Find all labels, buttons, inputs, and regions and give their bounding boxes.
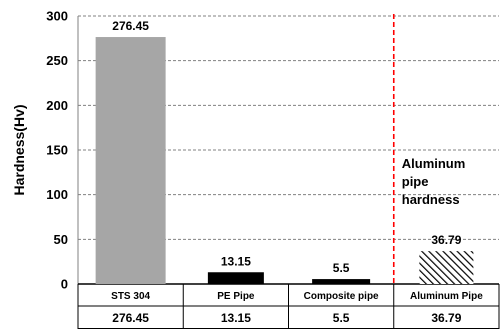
y-tick-label: 0	[61, 277, 68, 292]
bar-value-label: 13.15	[221, 254, 251, 268]
table-value: 36.79	[431, 311, 461, 325]
bar-value-label: 276.45	[112, 19, 149, 33]
annotation: Aluminum pipe hardness	[392, 14, 466, 284]
y-tick-label: 250	[46, 53, 68, 68]
y-tick-label: 100	[46, 187, 68, 202]
bar-value-label: 5.5	[333, 261, 350, 275]
bar-aluminum-pipe	[419, 251, 474, 284]
bar-pe-pipe	[207, 272, 264, 284]
category-label: Composite pipe	[304, 291, 379, 302]
y-tick-label: 50	[54, 232, 68, 247]
annotation-text-line: Aluminum	[402, 156, 466, 171]
category-label: PE Pipe	[217, 291, 255, 302]
data-table: STS 304 276.45 PE Pipe 13.15 Composite pipe 5…	[77, 284, 500, 329]
y-tick-label: 150	[46, 143, 68, 158]
annotation-text-line: pipe	[402, 174, 429, 189]
table-value: 13.15	[221, 311, 251, 325]
labels: 276.45 13.15 5.5 36.79	[112, 19, 461, 275]
y-axis-label: Hardness(Hv)	[11, 104, 27, 195]
table-value: 5.5	[333, 311, 350, 325]
bars	[95, 37, 474, 285]
category-label: Aluminum Pipe	[410, 291, 483, 302]
bar-sts-304	[95, 37, 166, 285]
axes: 0 50 100 150 200 250 300 Hardness(Hv)	[11, 9, 499, 292]
category-label: STS 304	[111, 291, 150, 302]
bar-composite-pipe	[312, 279, 371, 284]
annotation-text-line: hardness	[402, 192, 460, 207]
y-tick-label: 200	[46, 98, 68, 113]
bar-value-label: 36.79	[431, 233, 461, 247]
y-tick-label: 300	[46, 9, 68, 24]
table-value: 276.45	[112, 311, 149, 325]
